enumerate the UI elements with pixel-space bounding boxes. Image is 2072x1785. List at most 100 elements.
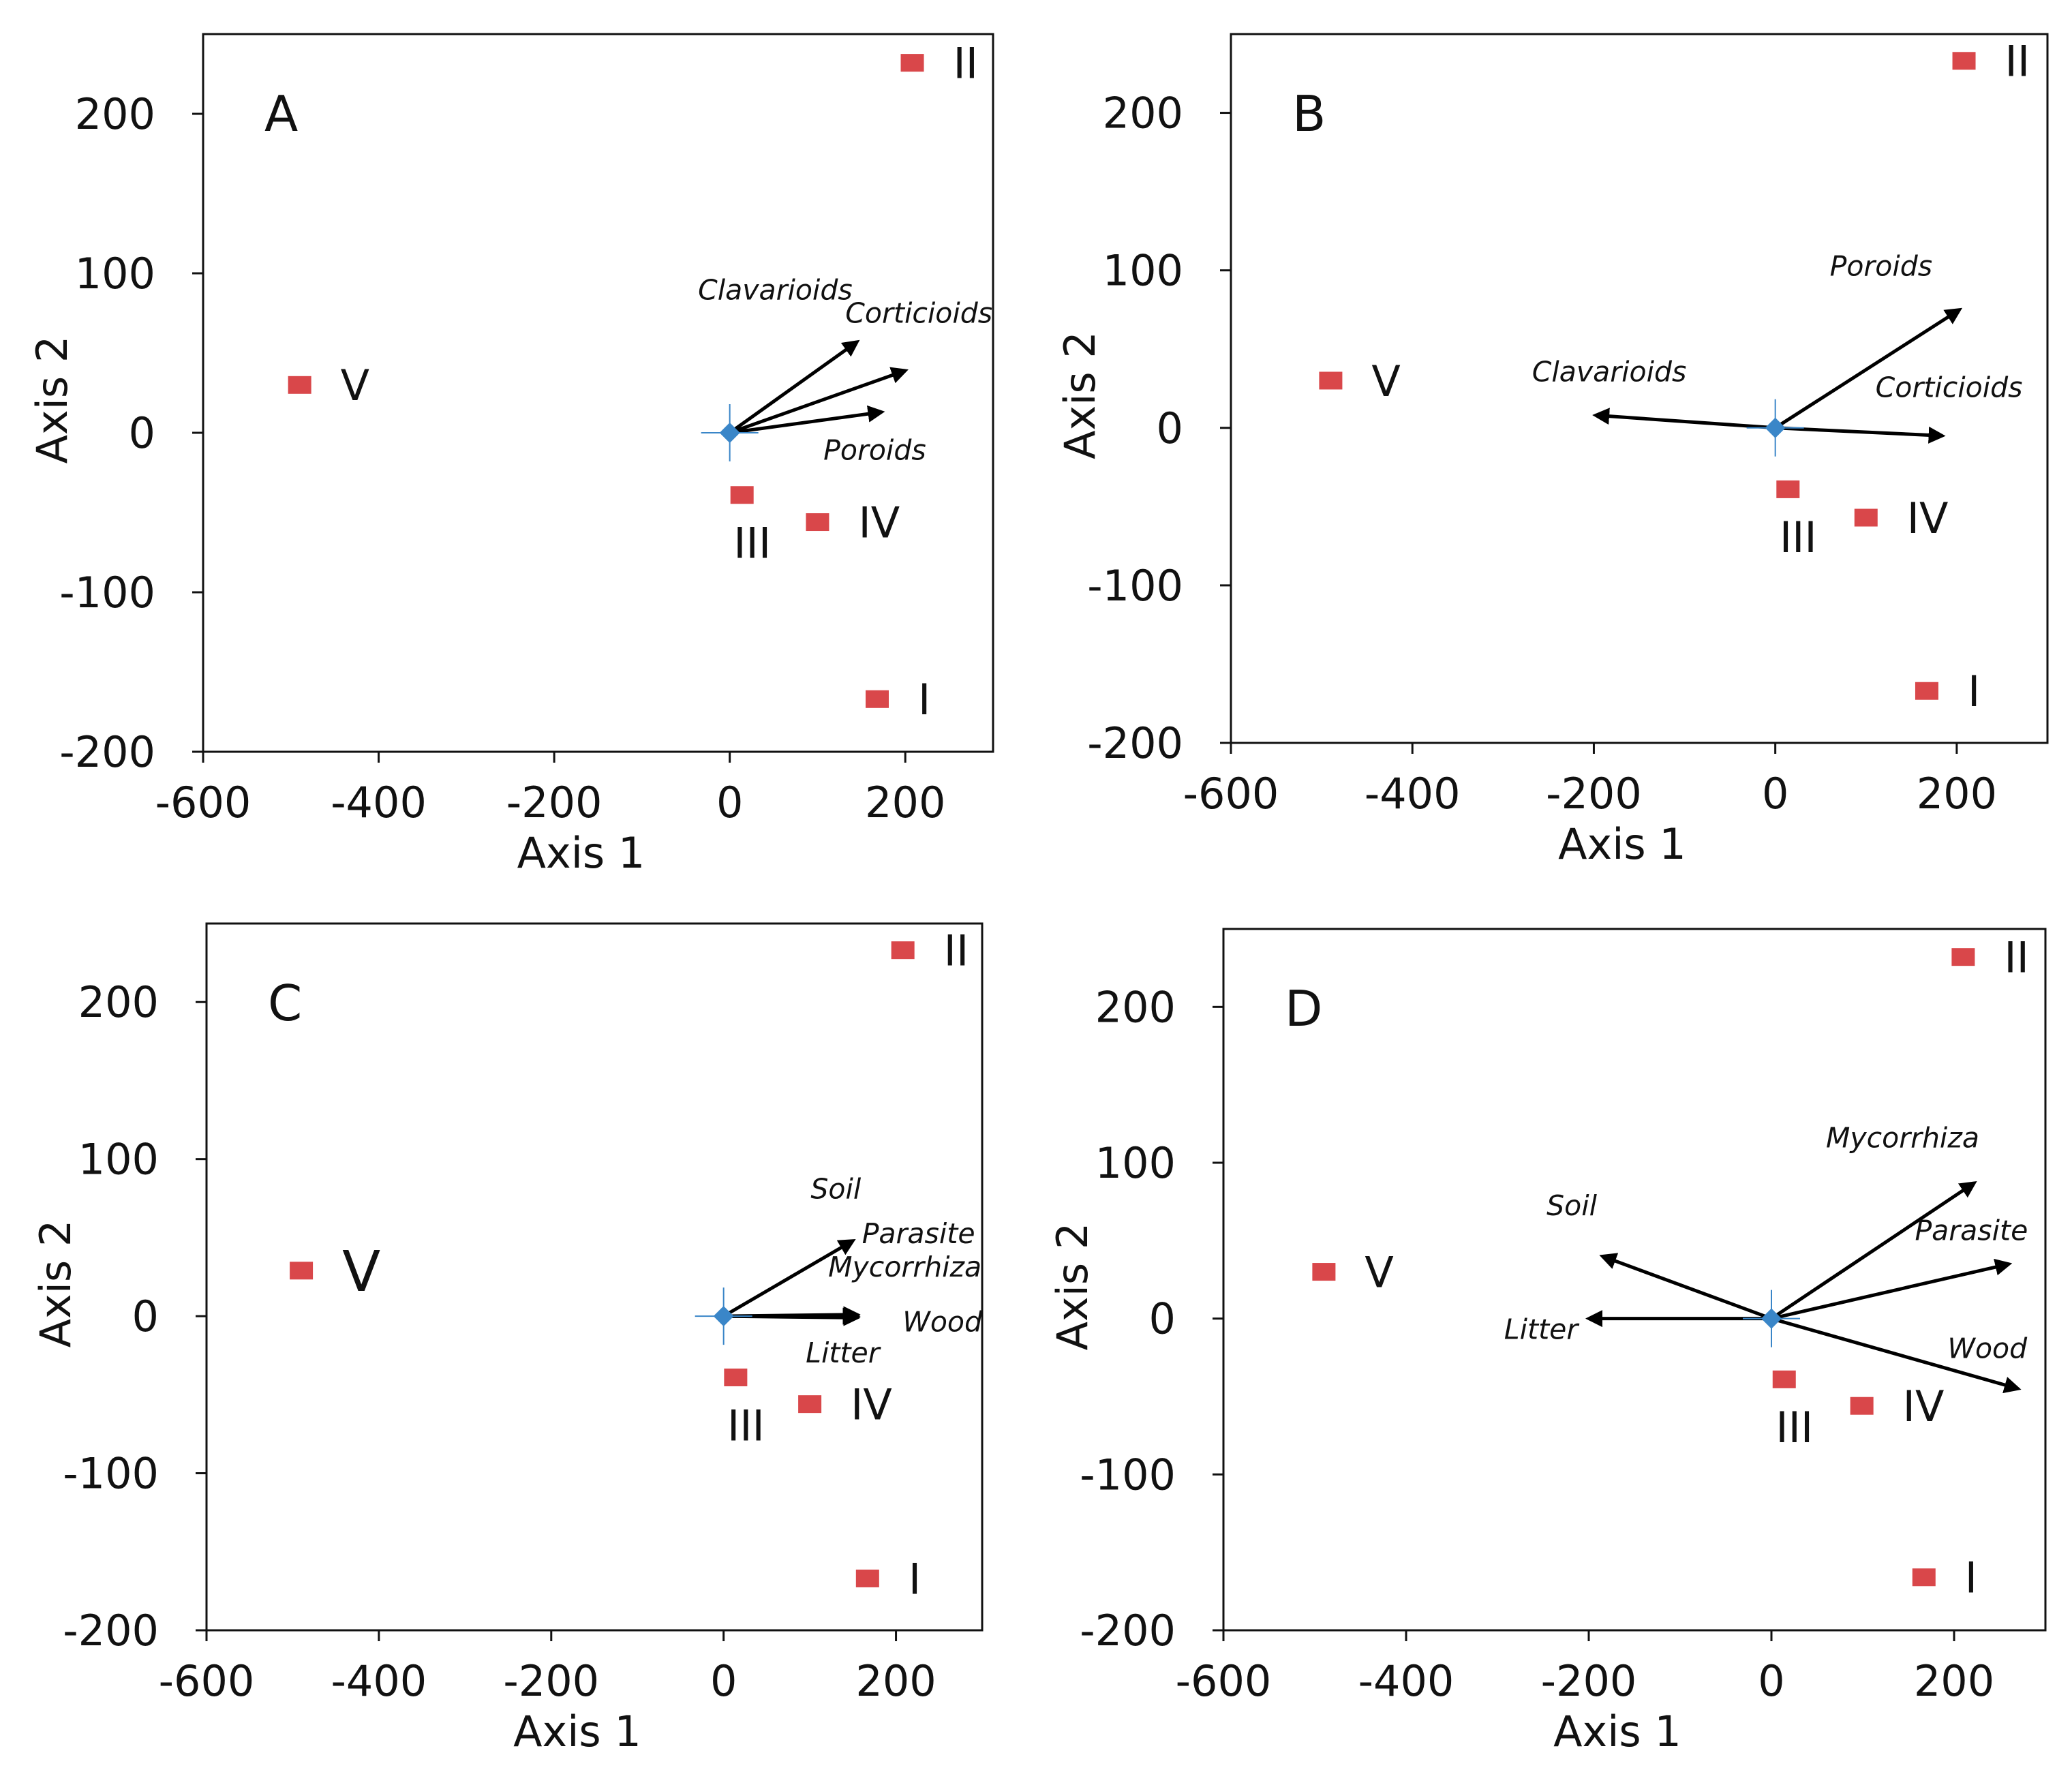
panel-b-xtick-label: 200 xyxy=(1917,769,1997,819)
panel-d-xlabel: Axis 1 xyxy=(1553,1707,1681,1756)
panel-c-xtick-label: -400 xyxy=(331,1656,427,1706)
panel-c-frame xyxy=(205,922,984,1632)
panel-a-site-label-v: V xyxy=(341,361,369,410)
panel-c-site-v xyxy=(290,1262,314,1280)
panel-a-ytick-label: 100 xyxy=(75,249,155,299)
panel-c-vector-label-litter: Litter xyxy=(806,1337,881,1369)
panel-b-xtick-label: 0 xyxy=(1762,769,1788,819)
panel-d-ytick-label: -200 xyxy=(1080,1606,1176,1656)
panel-d-vector-label-parasite: Parasite xyxy=(1915,1215,2028,1247)
panel-d-vector-label-litter: Litter xyxy=(1504,1313,1580,1346)
panel-b-ytick-label: 100 xyxy=(1103,246,1183,296)
panel-d-ytick-label: 200 xyxy=(1095,982,1176,1032)
panel-c: -600 -400 -200 0 200 -200 -100 0 100 200 Axis 1 Axi… xyxy=(31,922,984,1756)
panel-b-ytick-label: 0 xyxy=(1157,403,1183,453)
panel-c-origin-marker xyxy=(713,1306,734,1327)
panel-c-ytick-label: 0 xyxy=(132,1292,159,1341)
panel-d-origin-marker xyxy=(1761,1308,1782,1329)
panel-a-letter: A xyxy=(264,85,298,142)
panel-a-ylabel: Axis 2 xyxy=(27,336,77,464)
panel-d-site-iv xyxy=(1850,1397,1874,1415)
panel-b-origin-marker xyxy=(1765,417,1786,438)
panel-c-site-label-i: I xyxy=(909,1554,921,1604)
panel-d-letter: D xyxy=(1285,980,1322,1037)
panel-b-site-iv xyxy=(1854,508,1878,527)
panel-d-xtick-label: -600 xyxy=(1176,1656,1272,1706)
panel-a-xtick-label: -600 xyxy=(155,778,252,827)
panel-b: -600 -400 -200 0 200 -200 -100 0 100 200 Axis 1 Axi… xyxy=(1055,33,2049,869)
panel-b-site-label-iii: III xyxy=(1780,513,1817,562)
panel-c-site-iv xyxy=(798,1395,822,1414)
panel-a-origin-marker xyxy=(719,423,740,443)
panel-d-site-label-iii: III xyxy=(1776,1403,1813,1452)
panel-d-frame xyxy=(1222,928,2047,1632)
panel-b-site-i xyxy=(1915,682,1938,700)
panel-a: -600 -400 -200 0 200 -200 -100 0 100 200 Axis 1 Axi… xyxy=(27,33,994,878)
panel-a-vector-label-corticioids: Corticioids xyxy=(845,297,992,330)
panel-b-letter: B xyxy=(1292,85,1326,142)
panel-a-site-v xyxy=(288,376,311,394)
panel-d-xtick-label: -400 xyxy=(1358,1656,1454,1706)
panel-a-xtick-label: -200 xyxy=(506,778,603,827)
panel-b-frame xyxy=(1230,33,2049,744)
panel-d-xtick-label: -200 xyxy=(1541,1656,1637,1706)
panel-b-site-label-v: V xyxy=(1371,356,1400,406)
panel-b-vector-poroids xyxy=(1774,307,1963,429)
panel-a-vector-clavarioids xyxy=(729,339,860,435)
panel-d-site-v xyxy=(1312,1263,1336,1281)
panel-a-vector-corticioids xyxy=(729,367,909,435)
panel-a-frame xyxy=(202,33,994,753)
panel-a-site-label-iii: III xyxy=(733,519,771,568)
panel-c-site-label-ii: II xyxy=(944,926,969,975)
panel-a-site-label-ii: II xyxy=(954,38,979,88)
panel-a-ytick-label: 0 xyxy=(129,408,155,458)
panel-d-vector-soil xyxy=(1599,1253,1772,1321)
panel-b-xtick-label: -600 xyxy=(1183,769,1279,819)
panel-c-site-label-iv: IV xyxy=(851,1379,892,1429)
panel-c-xtick-label: 0 xyxy=(710,1656,737,1706)
panel-a-xtick-label: 0 xyxy=(716,778,743,827)
panel-c-site-ii xyxy=(891,941,915,960)
panel-a-site-label-iv: IV xyxy=(858,498,900,547)
panel-d-xtick-label: 200 xyxy=(1914,1656,1994,1706)
panel-d-site-label-ii: II xyxy=(2004,932,2029,982)
panel-b-vector-clavarioids xyxy=(1592,408,1776,430)
panel-c-vector-label-parasite: Parasite xyxy=(862,1217,975,1250)
panel-b-ytick-label: -100 xyxy=(1087,561,1183,611)
panel-d-vector-label-mycorrhiza: Mycorrhiza xyxy=(1826,1122,1979,1155)
panel-a-site-iv xyxy=(806,513,829,532)
panel-b-site-label-ii: II xyxy=(2005,37,2030,87)
panel-d-site-i xyxy=(1912,1568,1936,1587)
panel-d: -600 -400 -200 0 200 -200 -100 0 100 200 Axis 1 Axi… xyxy=(1048,928,2047,1756)
panel-d-site-label-i: I xyxy=(1965,1553,1977,1603)
panel-b-vector-corticioids xyxy=(1775,426,1946,444)
panel-a-vector-poroids xyxy=(729,405,885,435)
panel-a-site-i xyxy=(866,690,889,708)
panel-d-xtick-label: 0 xyxy=(1758,1656,1784,1706)
panel-a-xtick-label: 200 xyxy=(865,778,945,827)
panel-c-site-label-v: V xyxy=(342,1240,380,1305)
panel-c-ytick-label: 200 xyxy=(78,977,159,1027)
panel-a-ytick-label: -200 xyxy=(59,727,155,777)
panel-c-xlabel: Axis 1 xyxy=(513,1707,641,1756)
panel-d-site-ii xyxy=(1951,948,1975,966)
panel-c-xtick-label: -600 xyxy=(159,1656,255,1706)
panel-b-vector-label-clavarioids: Clavarioids xyxy=(1532,355,1687,388)
panel-b-site-iii xyxy=(1776,480,1800,498)
panel-d-vector-mycorrhiza xyxy=(1770,1180,1977,1320)
panel-d-site-label-iv: IV xyxy=(1903,1382,1945,1431)
panel-b-ytick-label: -200 xyxy=(1087,718,1183,768)
panel-c-site-label-iii: III xyxy=(727,1401,765,1450)
panel-a-site-label-i: I xyxy=(918,675,930,724)
panel-a-site-iii xyxy=(730,486,754,504)
panel-c-ytick-label: -200 xyxy=(63,1606,159,1656)
panel-c-ytick-label: -100 xyxy=(63,1449,159,1499)
panel-b-site-label-i: I xyxy=(1968,667,1980,716)
panel-a-xtick-label: -400 xyxy=(331,778,427,827)
panel-d-vector-wood xyxy=(1771,1317,2022,1394)
panel-a-site-ii xyxy=(900,54,924,72)
panel-c-vector-soil xyxy=(722,1238,856,1318)
panel-c-letter: C xyxy=(268,975,302,1032)
panel-b-site-ii xyxy=(1952,52,1976,70)
